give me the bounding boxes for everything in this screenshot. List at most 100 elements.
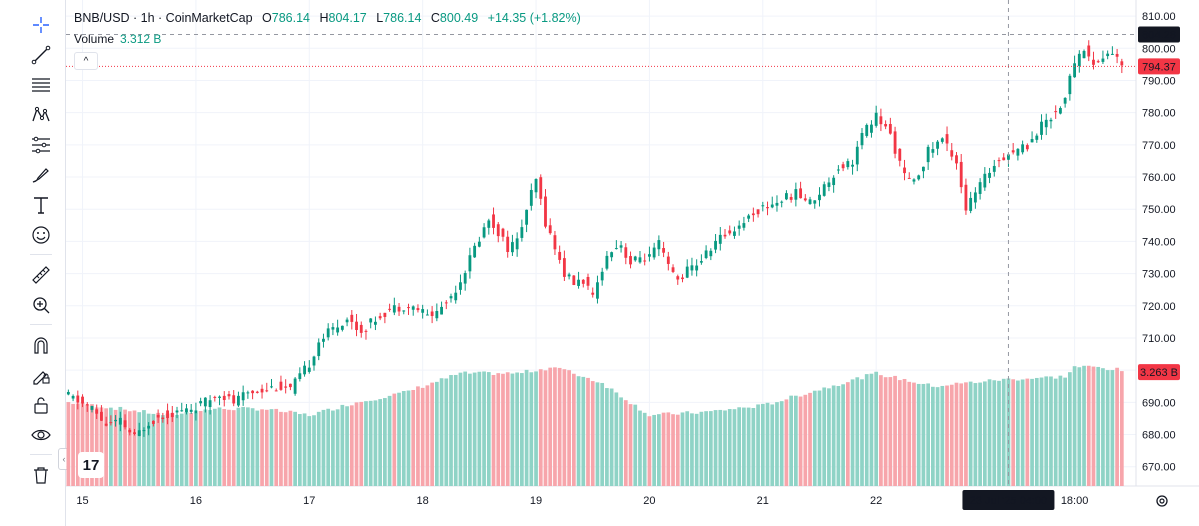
crosshair-price-label-bg xyxy=(1138,26,1180,43)
lock-drawing-icon[interactable] xyxy=(26,362,56,388)
volume-bar xyxy=(770,404,775,486)
volume-bar xyxy=(1053,378,1058,486)
candle-body xyxy=(407,307,410,309)
candle-body xyxy=(742,223,746,228)
pattern-icon[interactable] xyxy=(26,102,56,128)
volume-bar xyxy=(1096,366,1101,486)
candle-body xyxy=(279,381,283,390)
volume-bar xyxy=(94,407,99,486)
candle-body xyxy=(496,224,500,237)
volume-bar xyxy=(1001,378,1006,486)
volume-bar xyxy=(524,369,529,486)
candle-body xyxy=(1063,97,1067,104)
volume-legend[interactable]: Volume 3.312 B xyxy=(74,32,161,46)
text-icon[interactable] xyxy=(26,192,56,218)
projection-icon[interactable] xyxy=(26,132,56,158)
crosshair-icon[interactable] xyxy=(26,12,56,38)
volume-bar xyxy=(661,412,666,486)
volume-bar xyxy=(595,382,600,486)
candle-body xyxy=(865,124,869,136)
volume-bar xyxy=(359,401,364,486)
candle-body xyxy=(369,318,373,323)
brush-icon[interactable] xyxy=(26,162,56,188)
volume-bar xyxy=(619,397,623,486)
magnet-icon[interactable] xyxy=(26,332,56,358)
zoom-in-icon[interactable] xyxy=(26,292,56,318)
candle-body xyxy=(222,395,226,401)
candle-body xyxy=(586,276,590,286)
trend-line-icon[interactable] xyxy=(26,42,56,68)
candle-body xyxy=(1087,45,1091,57)
volume-bar xyxy=(864,374,869,486)
candle-body xyxy=(425,314,429,316)
candle-body xyxy=(1054,111,1058,113)
volume-bar xyxy=(250,408,255,486)
candle-body xyxy=(629,256,632,265)
ruler-icon[interactable] xyxy=(26,262,56,288)
candle-body xyxy=(808,199,812,205)
candle-body xyxy=(638,257,642,263)
volume-bar xyxy=(571,373,576,486)
candle-body xyxy=(374,321,377,325)
price-tick-label: 800.00 xyxy=(1142,43,1176,55)
candle-body xyxy=(931,149,935,153)
volume-bar xyxy=(680,412,685,486)
candle-body xyxy=(959,161,963,188)
candle-body xyxy=(785,193,788,200)
volume-bar xyxy=(1049,376,1053,486)
candle-body xyxy=(766,207,769,209)
candle-body xyxy=(681,277,684,280)
volume-bar xyxy=(222,408,227,486)
candle-body xyxy=(175,410,179,413)
emoji-icon[interactable] xyxy=(26,222,56,248)
horizontal-lines-icon[interactable] xyxy=(26,72,56,98)
trash-icon[interactable] xyxy=(26,462,56,488)
symbol-title[interactable]: BNB/USD · 1h · CoinMarketCap xyxy=(74,11,253,25)
candle-body xyxy=(81,396,84,404)
volume-bar xyxy=(378,399,383,486)
candle-body xyxy=(888,123,892,134)
collapse-legend-button[interactable]: ^ xyxy=(74,52,98,70)
eye-icon[interactable] xyxy=(26,422,56,448)
volume-bar xyxy=(264,409,269,486)
volume-bar xyxy=(104,408,109,486)
candle-body xyxy=(936,141,940,149)
volume-bar xyxy=(449,375,453,486)
candle-body xyxy=(704,250,708,259)
volume-bar xyxy=(779,401,784,486)
volume-bar xyxy=(236,407,241,486)
candle-body xyxy=(577,279,580,286)
volume-bar xyxy=(331,410,335,486)
volume-bar xyxy=(269,409,274,486)
price-chart[interactable]: 670.00680.00690.00700.00710.00720.00730.… xyxy=(66,0,1199,526)
volume-bar xyxy=(1030,378,1034,486)
candle-body xyxy=(596,282,599,299)
candle-body xyxy=(435,311,439,319)
high-label: H xyxy=(319,11,329,25)
volume-bar xyxy=(127,411,132,486)
lock-icon[interactable] xyxy=(26,392,56,418)
candle-body xyxy=(459,282,462,290)
candle-body xyxy=(237,395,240,406)
volume-bar xyxy=(567,370,571,486)
candle-body xyxy=(1007,154,1010,160)
candle-body xyxy=(685,266,689,278)
candle-body xyxy=(728,230,732,234)
candle-body xyxy=(255,391,259,393)
candle-body xyxy=(558,251,562,260)
candle-body xyxy=(1073,63,1077,78)
volume-bar xyxy=(657,414,661,486)
candle-body xyxy=(151,420,155,424)
open-label: O xyxy=(262,11,272,25)
volume-bar xyxy=(283,412,288,486)
candle-body xyxy=(794,189,798,200)
candle-body xyxy=(676,276,680,280)
gear-icon[interactable] xyxy=(1153,492,1171,510)
volume-bar xyxy=(902,378,907,486)
low-label: L xyxy=(376,11,384,25)
candle-body xyxy=(671,267,675,272)
volume-bar xyxy=(477,371,482,486)
volume-bar xyxy=(491,374,496,486)
candle-body xyxy=(326,328,330,338)
candle-body xyxy=(619,245,623,248)
